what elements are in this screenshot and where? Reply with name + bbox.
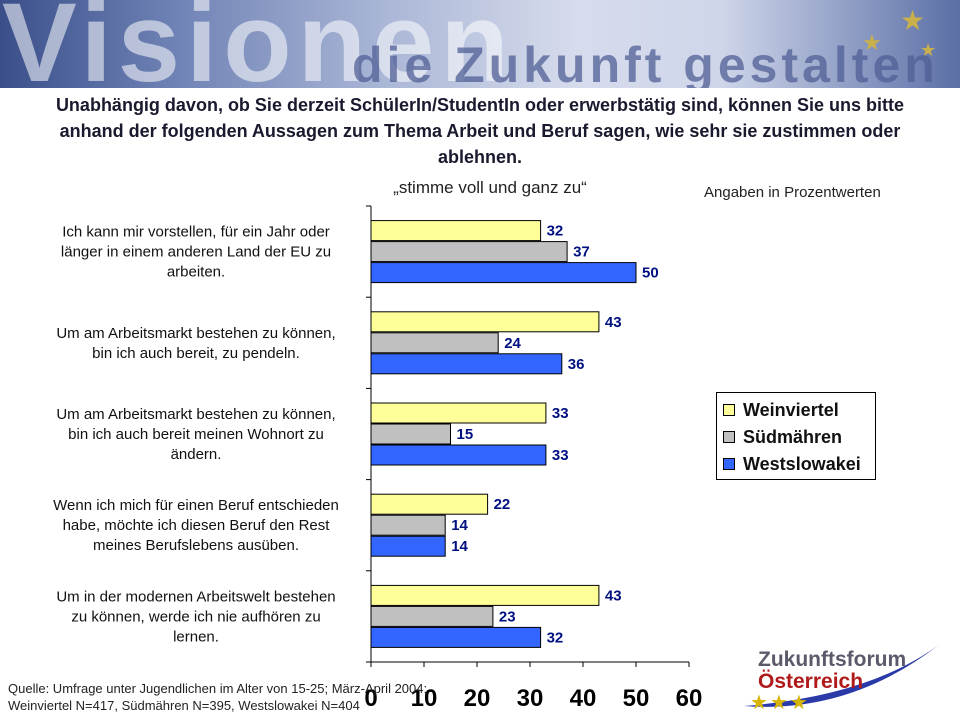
data-label: 14 [451, 517, 468, 534]
category-label: länger in einem anderen Land der EU zu [61, 244, 331, 261]
legend: Weinviertel Südmähren Westslowakei [716, 392, 876, 480]
question-title: Unabhängig davon, ob Sie derzeit Schüler… [55, 95, 905, 167]
bar [370, 311, 600, 333]
data-label: 22 [494, 496, 511, 513]
logo-line-1: Zukunftsforum [758, 648, 907, 671]
category-label: Wenn ich mich für einen Beruf entschiede… [53, 497, 339, 514]
bar [370, 423, 451, 445]
data-label: 24 [504, 335, 521, 352]
banner-title: Visionen [2, 0, 515, 88]
banner-subtitle: die Zukunft gestalten [352, 37, 939, 88]
category-label: lernen. [173, 628, 219, 645]
x-tick-label: 10 [411, 685, 438, 712]
category-label: Ich kann mir vorstellen, für ein Jahr od… [62, 224, 330, 241]
bar [370, 605, 494, 627]
category-label: ändern. [171, 446, 222, 463]
bar [370, 332, 499, 354]
bar [370, 262, 637, 284]
data-label: 32 [547, 223, 564, 240]
star-icon: ★ [862, 30, 882, 55]
category-label: Um am Arbeitsmarkt bestehen zu können, [56, 325, 335, 342]
data-label: 14 [451, 538, 468, 555]
star-icon: ★ [920, 40, 937, 60]
legend-swatch-westslowakei [723, 458, 735, 470]
data-label: 36 [568, 356, 585, 373]
logo-swoosh-icon [744, 644, 940, 707]
source-note: Quelle: Umfrage unter Jugendlichen im Al… [8, 680, 427, 714]
data-label: 50 [642, 265, 659, 282]
data-label: 37 [573, 244, 590, 261]
category-label: meines Berufslebens ausüben. [93, 537, 299, 554]
header-banner: Visionen die Zukunft gestalten ★ ★ ★ [0, 0, 960, 88]
legend-label: Südmähren [743, 426, 843, 447]
bar [370, 626, 542, 648]
x-tick-label: 0 [364, 685, 377, 712]
bar [370, 514, 446, 536]
data-label: 32 [547, 629, 564, 646]
data-label: 43 [605, 314, 622, 331]
data-label: 43 [605, 587, 622, 604]
category-label: habe, möchte ich diesen Beruf den Rest [63, 517, 331, 534]
units-note: Angaben in Prozentwerten [704, 184, 881, 201]
data-label: 33 [552, 447, 569, 464]
bar [370, 220, 542, 242]
logo-stars-icon: ★★★ [750, 692, 810, 714]
x-tick-label: 30 [517, 685, 544, 712]
legend-label: Weinviertel [743, 399, 839, 420]
legend-item: Weinviertel [723, 398, 839, 422]
bar-chart: 0 10 20 30 40 50 60 32 37 50 Ich kann mir vorstell… [53, 205, 703, 712]
logo-line-2: Österreich [758, 670, 864, 693]
legend-swatch-weinviertel [723, 404, 735, 416]
legend-item: Westslowakei [723, 452, 861, 476]
chart-subtitle: „stimme voll und ganz zu“ [393, 178, 587, 197]
bar [370, 493, 489, 515]
bar [370, 444, 547, 466]
category-label: Um am Arbeitsmarkt bestehen zu können, [56, 406, 335, 423]
x-tick-label: 60 [676, 685, 703, 712]
legend-label: Westslowakei [743, 453, 861, 474]
legend-swatch-suedmaehren [723, 431, 735, 443]
data-label: 33 [552, 405, 569, 422]
category-label: zu können, werde ich nie aufhören zu [71, 608, 320, 625]
legend-item: Südmähren [723, 425, 842, 449]
category-label: arbeiten. [167, 264, 225, 281]
bar [370, 584, 600, 606]
x-tick-label: 50 [623, 685, 650, 712]
category-label: bin ich auch bereit meinen Wohnort zu [68, 426, 324, 443]
bar [370, 402, 547, 424]
category-label: bin ich auch bereit, zu pendeln. [92, 345, 300, 362]
data-label: 15 [457, 426, 474, 443]
logo: Zukunftsforum Österreich ★★★ [740, 636, 950, 716]
category-label: Um in der modernen Arbeitswelt bestehen [56, 588, 335, 605]
bar [370, 241, 568, 263]
source-line-2: Weinviertel N=417, Südmähren N=395, West… [8, 698, 360, 713]
data-label: 23 [499, 608, 516, 625]
x-tick-label: 40 [570, 685, 597, 712]
bar [370, 535, 446, 557]
source-line-1: Quelle: Umfrage unter Jugendlichen im Al… [8, 681, 428, 696]
x-tick-label: 20 [464, 685, 491, 712]
bar [370, 353, 563, 375]
star-icon: ★ [900, 5, 926, 36]
